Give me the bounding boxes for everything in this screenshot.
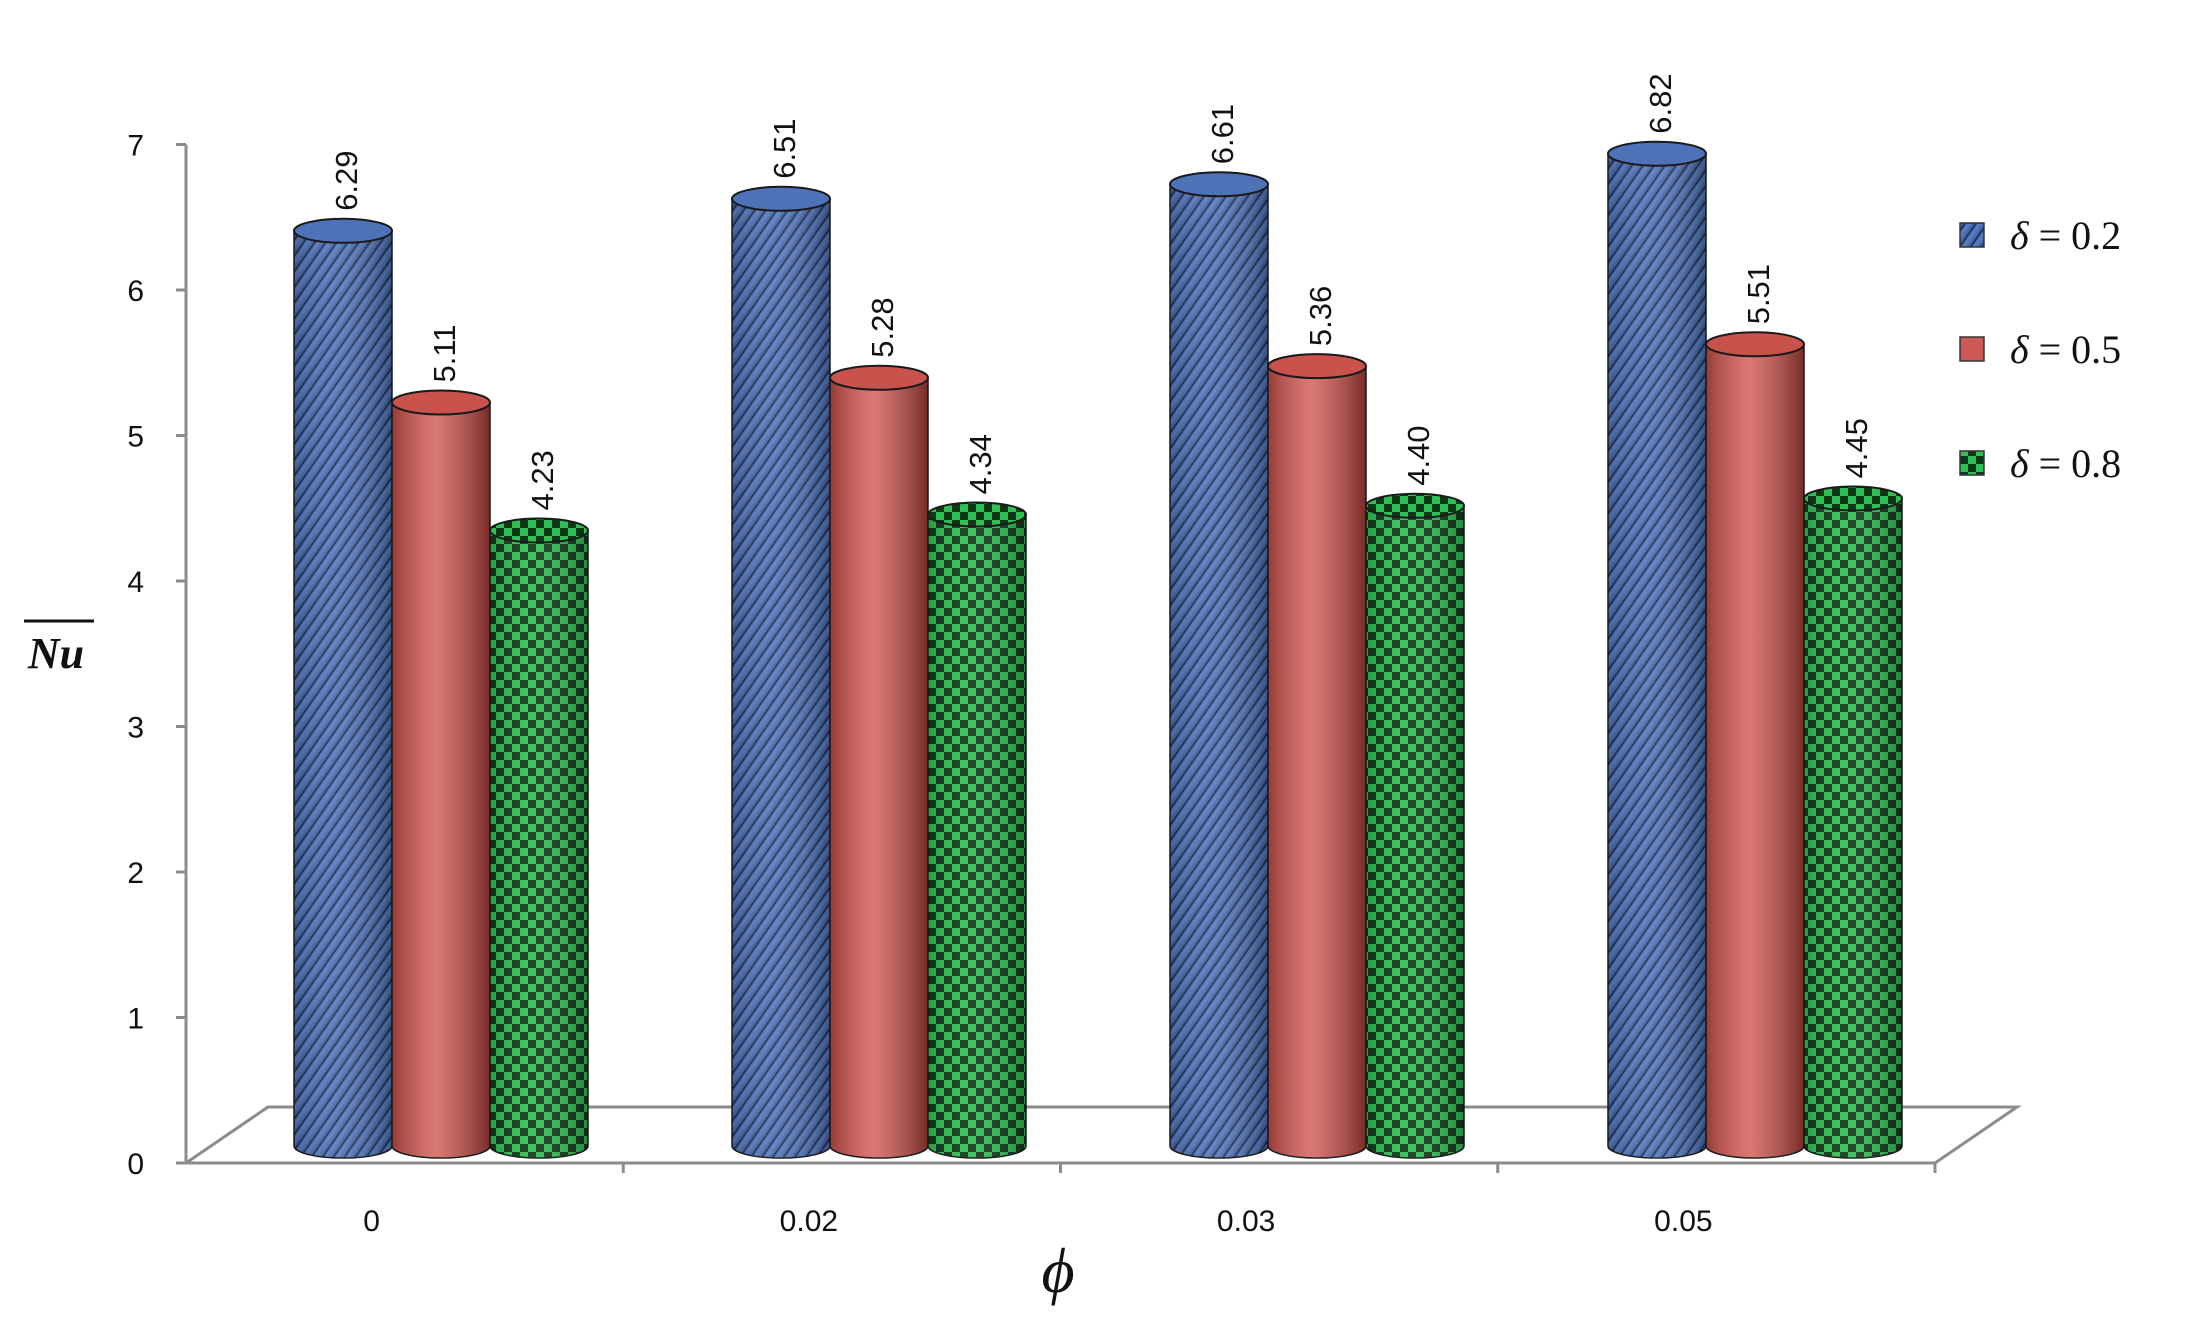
y-tick-label: 3 (127, 712, 144, 745)
data-label: 4.23 (525, 450, 560, 510)
legend-item: δ = 0.5 (1959, 327, 2121, 372)
legend-equals: = (2029, 213, 2072, 258)
bar (927, 501, 1027, 1159)
y-axis: 0 1 2 3 4 5 6 7 0 0.02 0.03 0.05 (127, 130, 1712, 1239)
bar (1705, 331, 1805, 1159)
bar (1607, 140, 1707, 1159)
bar-top (1705, 331, 1805, 358)
legend-symbol: δ (2010, 327, 2030, 372)
bar-shading (732, 198, 830, 1159)
data-label: 5.51 (1741, 264, 1776, 324)
legend-value: 0.5 (2071, 327, 2121, 372)
legend-marker (1959, 450, 1985, 476)
bar (829, 364, 929, 1159)
bar (1803, 485, 1903, 1159)
bar-shading (1804, 498, 1902, 1158)
legend-label: δ = 0.8 (2010, 441, 2121, 486)
data-label: 4.40 (1401, 425, 1436, 485)
bar-shading (294, 230, 392, 1158)
bar-top (731, 185, 831, 212)
bar (1365, 492, 1465, 1159)
x-tick-label: 0.05 (1654, 1205, 1712, 1238)
x-axis-label: ϕ (1041, 1235, 1074, 1306)
x-tick-label: 0 (363, 1205, 380, 1238)
y-tick-label: 6 (127, 275, 144, 308)
bar (293, 217, 393, 1159)
legend-symbol: δ (2010, 213, 2030, 258)
data-label: 6.51 (767, 118, 802, 178)
x-tick-label: 0.03 (1217, 1205, 1275, 1238)
data-label: 5.11 (427, 324, 462, 382)
bar-shading (1170, 184, 1268, 1158)
bar-shading (830, 377, 928, 1158)
bar-shading (392, 402, 490, 1158)
bar (1169, 171, 1269, 1159)
y-axis-label: Nu (27, 629, 84, 678)
legend-item: δ = 0.2 (1959, 213, 2121, 258)
legend-item: δ = 0.8 (1959, 441, 2121, 486)
bar (1267, 353, 1367, 1159)
legend-marker (1959, 222, 1985, 248)
bar-top (1365, 492, 1465, 519)
legend-equals: = (2029, 441, 2072, 486)
legend-symbol: δ (2010, 441, 2030, 486)
y-tick-label: 2 (127, 857, 144, 890)
legend-value: 0.2 (2071, 213, 2121, 258)
y-tick-label: 1 (127, 1003, 144, 1036)
legend-equals: = (2029, 327, 2072, 372)
data-label: 5.36 (1303, 286, 1338, 346)
bar (731, 185, 831, 1159)
y-tick-label: 5 (127, 421, 144, 454)
legend-value: 0.8 (2071, 441, 2121, 486)
bar-shading (1608, 153, 1706, 1158)
bars (293, 140, 1903, 1159)
bar (489, 517, 589, 1159)
bar-top (1803, 485, 1903, 512)
bar-shading (928, 514, 1026, 1158)
legend-label: δ = 0.2 (2010, 213, 2121, 258)
y-tick-label: 7 (127, 130, 144, 163)
data-label: 4.45 (1839, 418, 1874, 478)
data-label: 4.34 (963, 434, 998, 494)
bar-shading (1366, 505, 1464, 1158)
bar-top (489, 517, 589, 544)
bar-top (391, 389, 491, 416)
bar-top (1169, 171, 1269, 198)
legend-marker (1959, 336, 1985, 362)
bar-top (829, 364, 929, 391)
bar-top (1607, 140, 1707, 167)
data-labels: 6.29 5.11 4.23 6.51 5.28 4.34 6.61 5.36 4.40 6.82… (329, 73, 1874, 510)
bar (391, 389, 491, 1159)
legend-label: δ = 0.5 (2010, 327, 2121, 372)
data-label: 6.61 (1205, 104, 1240, 164)
legend: δ = 0.2δ = 0.5δ = 0.8 (1959, 213, 2121, 486)
bar-shading (490, 530, 588, 1158)
bar-top (927, 501, 1027, 528)
x-tick-label: 0.02 (780, 1205, 838, 1238)
bar-shading (1706, 344, 1804, 1158)
bar-top (1267, 353, 1367, 380)
data-label: 6.82 (1643, 73, 1678, 133)
y-tick-label: 4 (127, 566, 144, 599)
data-label: 6.29 (329, 150, 364, 210)
bar-top (293, 217, 393, 244)
y-tick-label: 0 (127, 1148, 144, 1181)
data-label: 5.28 (865, 297, 900, 357)
bar-shading (1268, 366, 1366, 1158)
y-axis-title: Nu (24, 619, 94, 678)
